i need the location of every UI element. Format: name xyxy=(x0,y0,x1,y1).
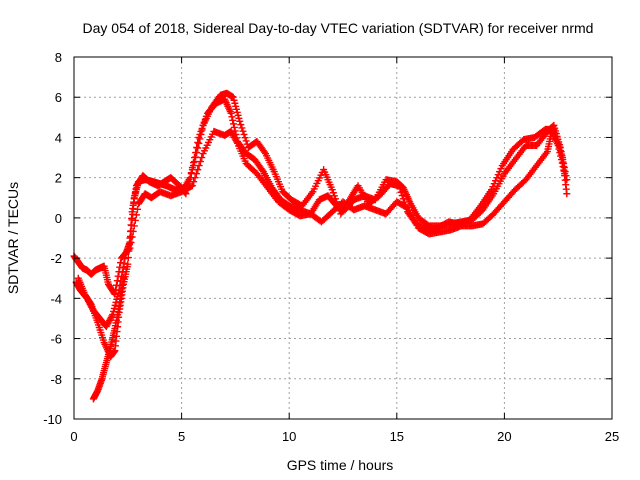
data-point xyxy=(241,134,249,142)
data-point xyxy=(192,153,200,161)
data-point xyxy=(197,130,205,138)
data-point xyxy=(188,166,196,174)
data-point xyxy=(126,234,134,242)
data-point xyxy=(191,158,199,166)
data-point xyxy=(240,130,248,138)
data-point xyxy=(239,127,247,135)
data-point xyxy=(119,264,127,272)
chart-title: Day 054 of 2018, Sidereal Day-to-day VTE… xyxy=(83,20,594,36)
series-sat-c xyxy=(74,89,571,361)
x-tick-label: 25 xyxy=(605,429,619,444)
data-point xyxy=(195,139,203,147)
axis-ticks: 0 5 10 15 20 25 -10 -8 -6 -4 -2 0 2 4 6 8 xyxy=(43,50,619,444)
data-point xyxy=(553,136,561,144)
data-point xyxy=(397,188,405,196)
data-point xyxy=(194,144,202,152)
data-point xyxy=(396,185,404,193)
data-point xyxy=(227,109,235,117)
data-point xyxy=(260,148,268,156)
plot-frame xyxy=(73,56,613,420)
x-tick-label: 20 xyxy=(497,429,511,444)
data-point xyxy=(86,299,94,307)
data-point xyxy=(196,158,204,166)
data-point xyxy=(121,255,129,263)
data-point xyxy=(395,182,403,190)
data-point xyxy=(230,123,238,131)
x-axis-label: GPS time / hours xyxy=(287,457,394,473)
data-point xyxy=(238,124,246,132)
data-point xyxy=(555,143,563,151)
data-point xyxy=(554,139,562,147)
data-points xyxy=(70,89,571,403)
data-point xyxy=(230,120,238,128)
data-point xyxy=(552,132,560,140)
data-point xyxy=(127,221,135,229)
data-point xyxy=(236,117,244,125)
data-point xyxy=(184,182,192,190)
data-point xyxy=(550,125,558,133)
series-sat-d xyxy=(89,274,127,403)
data-point xyxy=(183,186,191,194)
y-tick-label: -8 xyxy=(50,372,62,387)
data-point xyxy=(402,205,410,213)
data-point xyxy=(128,214,136,222)
y-tick-label: -10 xyxy=(43,412,62,427)
data-point xyxy=(198,154,206,162)
x-tick-label: 0 xyxy=(70,429,77,444)
x-tick-label: 5 xyxy=(178,429,185,444)
data-point xyxy=(228,113,236,121)
y-tick-label: -2 xyxy=(50,251,62,266)
data-point xyxy=(124,260,132,268)
data-point xyxy=(229,116,237,124)
y-tick-label: 6 xyxy=(55,90,62,105)
data-point xyxy=(185,178,193,186)
data-point xyxy=(400,198,408,206)
data-point xyxy=(125,241,133,249)
data-point xyxy=(556,147,564,155)
data-point xyxy=(557,150,565,158)
data-point xyxy=(237,121,245,129)
data-point xyxy=(124,254,132,262)
data-point xyxy=(196,135,204,143)
y-tick-label: -4 xyxy=(50,291,62,306)
y-axis-label: SDTVAR / TECUs xyxy=(5,182,21,294)
y-tick-label: 2 xyxy=(55,171,62,186)
data-point xyxy=(125,247,133,255)
x-tick-label: 10 xyxy=(282,429,296,444)
data-point xyxy=(186,174,194,182)
data-point xyxy=(198,126,206,134)
data-point xyxy=(258,166,266,174)
data-point xyxy=(233,134,241,142)
grid-lines xyxy=(74,57,612,419)
data-point xyxy=(563,190,571,198)
data-point xyxy=(242,137,250,145)
y-tick-label: -6 xyxy=(50,332,62,347)
y-tick-label: 0 xyxy=(55,211,62,226)
data-point xyxy=(187,170,195,178)
series-sat-a xyxy=(70,127,569,298)
y-tick-label: 4 xyxy=(55,130,62,145)
data-point xyxy=(193,149,201,157)
data-point xyxy=(232,130,240,138)
data-point xyxy=(182,190,190,198)
data-point xyxy=(398,192,406,200)
data-point xyxy=(399,195,407,203)
data-point xyxy=(120,259,128,267)
data-point xyxy=(108,312,116,320)
x-tick-label: 15 xyxy=(390,429,404,444)
data-point xyxy=(551,129,559,137)
data-point xyxy=(119,274,127,282)
data-point xyxy=(189,162,197,170)
data-point xyxy=(126,227,134,235)
data-point xyxy=(231,127,239,135)
y-tick-label: 8 xyxy=(55,50,62,65)
data-point xyxy=(401,201,409,209)
